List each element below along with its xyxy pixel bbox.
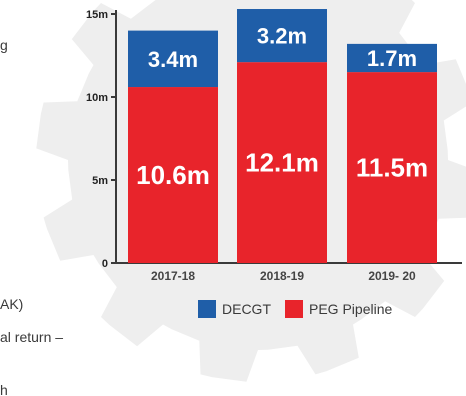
bar-peg-pipeline (237, 62, 327, 263)
x-tick-label: 2018-19 (260, 269, 304, 283)
x-tick-label: 2019- 20 (368, 269, 416, 283)
legend-label-peg: PEG Pipeline (309, 301, 393, 317)
x-tick-label: 2017-18 (151, 269, 195, 283)
data-label-decgt: 3.4m (148, 47, 198, 72)
chart-bars (128, 9, 437, 263)
bar-peg-pipeline (128, 87, 218, 263)
side-text-fragment: AK) (0, 296, 24, 312)
legend-swatch-peg (285, 300, 303, 318)
chart-labels: 0 5m 10m 15m 10.6m 3.4m 2017-18 12.1m 3.2m 2018-1… (86, 9, 428, 283)
side-text-fragment: h (0, 382, 8, 396)
side-text-fragment: al return – (0, 329, 64, 345)
data-label-decgt: 3.2m (257, 24, 307, 49)
bar-decgt (237, 9, 327, 63)
data-label-peg-pipeline: 11.5m (356, 153, 428, 183)
legend-label-decgt: DECGT (222, 301, 271, 317)
y-tick-label: 10m (86, 92, 108, 104)
data-label-decgt: 1.7m (367, 46, 417, 71)
side-text-fragment: g (0, 37, 8, 53)
bar-decgt (128, 30, 218, 88)
data-label-peg-pipeline: 12.1m (245, 148, 319, 178)
y-tick-label: 0 (102, 258, 108, 270)
bar-peg-pipeline (347, 72, 437, 263)
legend-swatch-decgt (198, 300, 216, 318)
data-label-peg-pipeline: 10.6m (136, 160, 210, 190)
chart-legend: DECGT PEG Pipeline (198, 300, 400, 318)
bar-decgt (347, 43, 437, 73)
y-tick-label: 15m (86, 9, 108, 21)
y-tick-label: 5m (92, 175, 108, 187)
